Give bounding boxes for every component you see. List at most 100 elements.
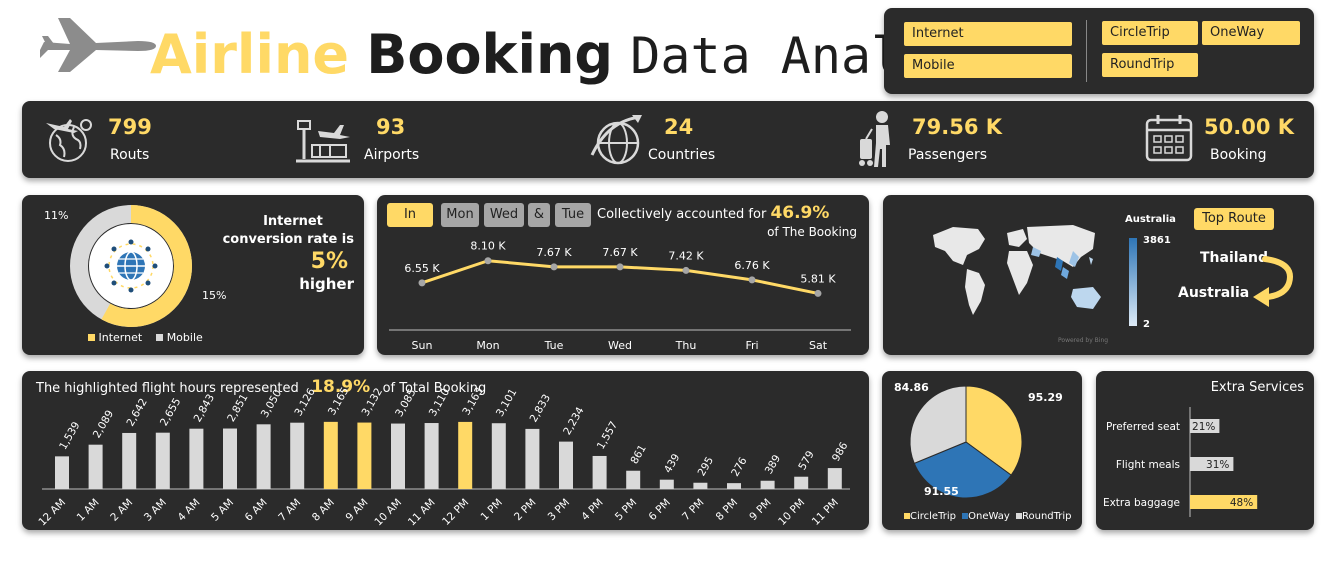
extras-tick-label: Preferred seat — [1106, 421, 1180, 433]
hours-caption-prefix: The highlighted flight hours represented — [36, 381, 299, 396]
hours-bar — [122, 432, 137, 489]
weekday-data-label: 6.55 K — [404, 262, 440, 275]
hours-tick-label: 11 PM — [810, 497, 841, 528]
pie-legend-swatch-circletrip — [904, 513, 910, 519]
slicer-panel: Internet Mobile CircleTrip OneWay RoundT… — [884, 8, 1314, 94]
map-panel: Powered by Bing Australia 3861 2 Top Rou… — [883, 195, 1314, 355]
top-route-button[interactable]: Top Route — [1194, 208, 1274, 230]
weekday-point — [814, 289, 822, 297]
legend-mobile: Mobile — [166, 331, 203, 344]
hours-bar — [55, 456, 69, 489]
hours-panel: The highlighted flight hours represented… — [22, 371, 869, 530]
slicer-internet[interactable]: Internet — [904, 22, 1072, 46]
hours-data-label: 1,539 — [57, 420, 82, 452]
day-button-and[interactable]: & — [528, 203, 550, 227]
hours-bar — [592, 455, 607, 489]
legend-swatch-mobile — [156, 334, 164, 341]
hours-tick-label: 9 AM — [343, 497, 370, 524]
hours-tick-label: 8 AM — [310, 497, 337, 524]
pie-legend-oneway: OneWay — [968, 511, 1010, 522]
hours-tick-label: 9 PM — [747, 497, 773, 523]
extras-bar — [1190, 457, 1234, 471]
kpi-routs-label: Routs — [110, 147, 150, 163]
passenger-icon — [859, 111, 890, 167]
kpi-strip: 799 Routs 93 Airports 24 Countries 79.56… — [22, 101, 1314, 178]
hours-bar-chart: 1,539 12 AM 2,089 1 AM 2,642 2 AM 2,655 3 AM 2,8… — [36, 385, 851, 529]
hours-data-label: 3,132 — [360, 386, 385, 418]
hours-data-label: 986 — [830, 440, 851, 464]
hours-tick-label: 5 PM — [613, 497, 639, 523]
trip-pie-panel: 95.29 91.55 84.86 CircleTrip OneWay RoundT… — [882, 371, 1082, 530]
hours-bar — [794, 476, 809, 489]
hours-data-label: 861 — [628, 443, 648, 466]
hours-bar — [223, 428, 237, 489]
slicer-oneway[interactable]: OneWay — [1202, 21, 1300, 45]
map-legend-min: 2 — [1143, 319, 1150, 330]
hours-bar — [189, 428, 204, 489]
slicer-roundtrip[interactable]: RoundTrip — [1102, 53, 1198, 77]
hours-tick-label: 1 AM — [75, 497, 102, 524]
map-legend-max: 3861 — [1143, 235, 1171, 246]
hours-tick-label: 2 PM — [512, 497, 538, 523]
calendar-icon — [1145, 115, 1193, 162]
day-button-tue[interactable]: Tue — [555, 203, 591, 227]
slicer-mobile[interactable]: Mobile — [904, 54, 1072, 78]
hours-data-label: 295 — [696, 455, 716, 478]
day-button-mon[interactable]: Mon — [441, 203, 479, 227]
slicer-circletrip[interactable]: CircleTrip — [1102, 21, 1198, 45]
hours-bar — [491, 423, 506, 489]
hours-tick-label: 3 AM — [142, 497, 169, 524]
hours-tick-label: 8 PM — [714, 497, 740, 523]
donut-segment-internet — [70, 205, 192, 327]
weekday-caption-prefix: Collectively accounted for — [597, 207, 767, 222]
map-credit: Powered by Bing — [1058, 337, 1109, 344]
title-booking: Booking — [366, 23, 614, 86]
extra-services-chart: 21% Preferred seat 31% Flight meals 48% Extra… — [1103, 407, 1258, 517]
pie-legend-circletrip: CircleTrip — [910, 511, 956, 522]
kpi-passengers-value: 79.56 K — [912, 115, 1003, 139]
globe-icon — [590, 115, 642, 165]
hours-bar — [357, 422, 372, 489]
kpi-routs-value: 799 — [108, 115, 152, 139]
extras-tick-label: Extra baggage — [1103, 497, 1180, 509]
day-button-wed[interactable]: Wed — [484, 203, 524, 227]
weekday-tick-label: Wed — [608, 339, 632, 352]
hours-data-label: 389 — [763, 453, 783, 476]
hours-tick-label: 11 AM — [406, 497, 438, 529]
kpi-booking-label: Booking — [1210, 147, 1267, 163]
world-map — [933, 225, 1101, 315]
trip-pie-chart: 95.29 91.55 84.86 — [894, 381, 1063, 499]
extras-data-label: 31% — [1206, 459, 1229, 471]
hours-data-label: 3,110 — [427, 386, 452, 418]
day-button-in[interactable]: In — [387, 203, 433, 227]
airplane-icon — [40, 18, 156, 72]
hours-data-label: 2,851 — [225, 392, 250, 424]
pie-legend: CircleTrip OneWay RoundTrip — [904, 511, 1072, 522]
pie-legend-swatch-roundtrip — [1016, 513, 1022, 519]
extras-data-label: 48% — [1230, 497, 1253, 509]
hours-data-label: 3,085 — [393, 387, 418, 419]
extras-bar — [1190, 495, 1258, 509]
weekday-caption-suffix: of The Booking — [767, 225, 857, 239]
kpi-countries-value: 24 — [664, 115, 694, 139]
route-arrow-icon — [1253, 256, 1293, 307]
kpi-booking-value: 50.00 K — [1204, 115, 1295, 139]
kpi-countries-label: Countries — [648, 147, 716, 163]
pie-slice — [965, 385, 1023, 476]
weekday-point — [418, 279, 426, 287]
weekday-data-label: 7.67 K — [536, 246, 572, 259]
hours-tick-label: 6 AM — [243, 497, 270, 524]
weekday-panel: In Mon Wed & Tue Collectively accounted … — [377, 195, 869, 355]
hours-tick-label: 5 AM — [209, 497, 236, 524]
hours-data-label: 1,557 — [595, 419, 620, 451]
conversion-text: Internet conversion rate is 5% higher — [218, 213, 354, 293]
hours-data-label: 2,642 — [124, 396, 149, 428]
weekday-point — [484, 257, 492, 265]
hours-tick-label: 4 AM — [175, 497, 202, 524]
hours-tick-label: 7 AM — [276, 497, 303, 524]
hours-data-label: 2,655 — [158, 396, 183, 428]
extras-bar — [1190, 419, 1220, 433]
hours-data-label: 3,101 — [494, 387, 519, 419]
hours-caption-pct: 18.9% — [311, 377, 371, 397]
airport-icon — [296, 120, 350, 163]
